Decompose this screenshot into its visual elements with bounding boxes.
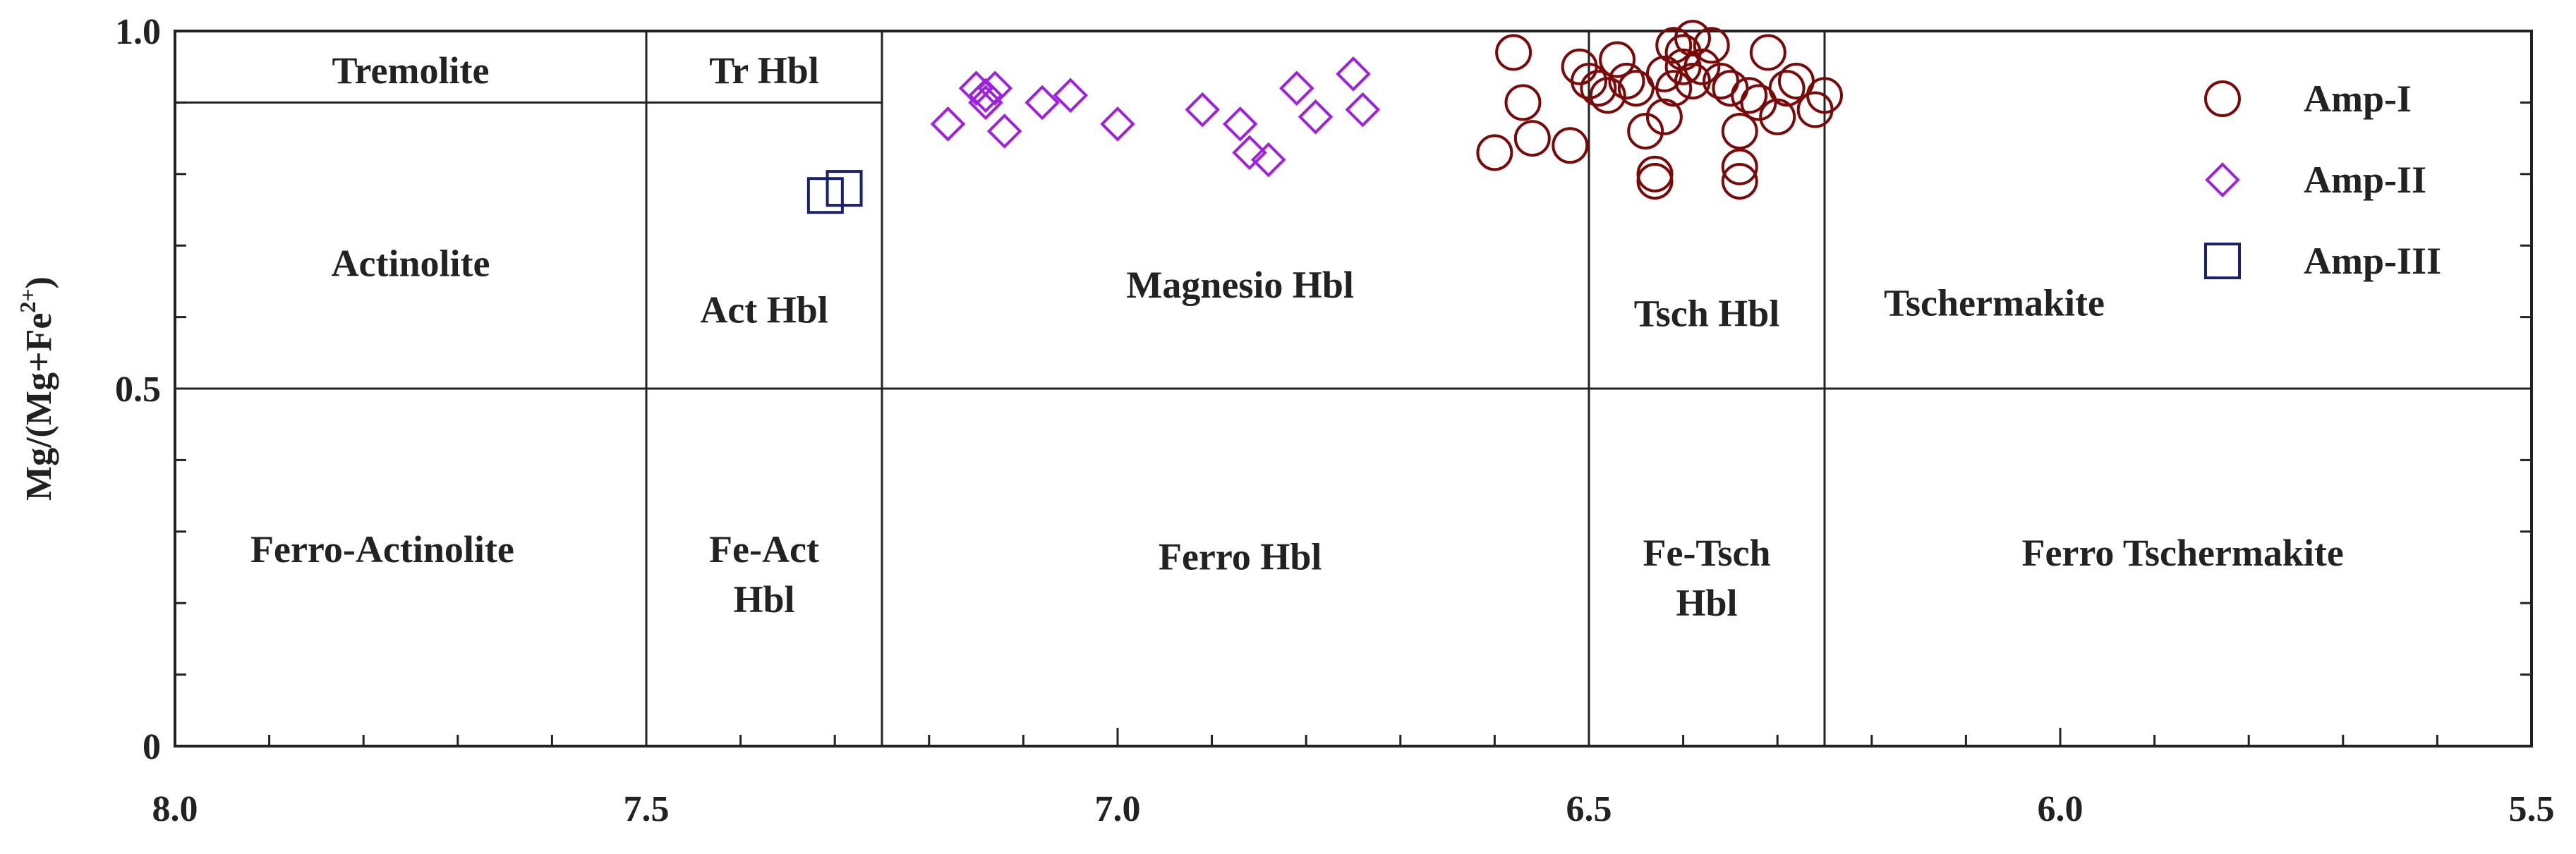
- region-label: Magnesio Hbl: [1126, 264, 1354, 306]
- region-label: Ferro Tschermakite: [2021, 532, 2343, 574]
- legend-marker-amp-i: [2204, 80, 2241, 117]
- region-labels: Tremolite Tr Hbl Actinolite Act Hbl Magnesio…: [250, 49, 2344, 624]
- data-point-amp-i: [1768, 70, 1806, 107]
- data-point-amp-iii: [806, 177, 844, 214]
- data-point-amp-i: [1759, 98, 1796, 135]
- region-label: Fe-Act: [709, 528, 819, 571]
- legend-label-amp-iii: Amp-III: [2304, 240, 2441, 282]
- data-point-amp-ii: [1345, 92, 1381, 128]
- y-tick-label: 0: [143, 727, 161, 767]
- y-axis-label: Mg/(Mg+Fe2+): [15, 276, 59, 501]
- data-point-amp-ii: [1185, 92, 1221, 128]
- data-point-amp-ii: [986, 114, 1022, 149]
- data-point-amp-i: [1806, 77, 1843, 114]
- data-point-amp-i: [1721, 112, 1758, 150]
- data-point-amp-ii: [968, 78, 1003, 114]
- x-tick-label: 8.0: [152, 789, 198, 829]
- data-point-amp-i: [1627, 112, 1664, 150]
- data-point-amp-i: [1636, 155, 1674, 193]
- y-tick-label: 1.0: [115, 12, 161, 52]
- legend-marker-amp-ii: [2205, 162, 2240, 197]
- data-point-amp-ii: [1222, 106, 1258, 142]
- data-point-amp-ii: [930, 106, 966, 142]
- legend: Amp-I Amp-II Amp-III: [2204, 78, 2441, 282]
- data-point-amp-i: [1599, 41, 1636, 78]
- data-point-amp-i: [1674, 20, 1711, 57]
- legend-label-amp-i: Amp-I: [2304, 78, 2412, 120]
- x-tick-label: 6.5: [1566, 789, 1612, 829]
- region-label: Hbl: [733, 578, 794, 621]
- data-point-amp-iii: [826, 170, 863, 207]
- data-point-amp-i: [1608, 62, 1645, 99]
- data-point-amp-ii: [1279, 71, 1314, 106]
- y-axis-label-main: Mg/(Mg+Fe: [19, 313, 59, 501]
- data-point-amp-i: [1645, 98, 1683, 135]
- data-point-amp-i: [1683, 48, 1721, 85]
- region-label: Hbl: [1676, 582, 1737, 624]
- data-point-amp-ii: [1100, 106, 1135, 142]
- y-axis-label-end: ): [19, 276, 59, 288]
- x-tick-label: 6.0: [2038, 789, 2084, 829]
- data-point-amp-i: [1721, 148, 1758, 185]
- data-point-amp-i: [1571, 62, 1607, 99]
- region-boundaries: [175, 31, 2532, 746]
- data-point-amp-ii: [1232, 135, 1267, 171]
- region-label: Ferro-Actinolite: [250, 528, 514, 571]
- data-point-amp-i: [1693, 27, 1730, 64]
- region-label: Actinolite: [332, 243, 490, 285]
- legend-label-amp-ii: Amp-II: [2304, 159, 2426, 201]
- data-point-amp-ii: [977, 71, 1013, 106]
- data-point-amp-i: [1513, 120, 1551, 157]
- data-point-amp-i: [1655, 27, 1693, 64]
- data-point-amp-i: [1495, 34, 1532, 71]
- data-point-amp-i: [1580, 70, 1617, 107]
- data-point-amp-ii: [968, 85, 1003, 121]
- data-point-amp-i: [1655, 70, 1693, 107]
- data-point-amp-ii: [1336, 56, 1371, 92]
- data-point-amp-i: [1589, 77, 1626, 114]
- x-tick-label: 7.5: [624, 789, 670, 829]
- region-label: Tremolite: [332, 49, 490, 92]
- region-label: Tsch Hbl: [1634, 293, 1780, 335]
- data-point-amp-ii: [1024, 85, 1060, 121]
- region-label: Fe-Tsch: [1643, 532, 1770, 574]
- data-series: [806, 20, 1843, 214]
- region-label: Act Hbl: [700, 288, 828, 331]
- series-amp-ii: [930, 56, 1381, 178]
- data-point-amp-i: [1552, 127, 1589, 164]
- data-point-amp-i: [1476, 134, 1513, 171]
- data-point-amp-ii: [1250, 142, 1286, 178]
- data-point-amp-i: [1731, 77, 1768, 114]
- x-tick-label: 7.0: [1095, 789, 1141, 829]
- series-amp-iii: [806, 170, 863, 214]
- legend-marker-amp-iii: [2204, 243, 2241, 279]
- data-point-amp-i: [1636, 162, 1674, 200]
- data-point-amp-ii: [1298, 99, 1334, 135]
- data-point-amp-ii: [1053, 78, 1089, 114]
- data-point-amp-i: [1721, 162, 1758, 200]
- x-tick-label: 5.5: [2509, 789, 2555, 829]
- y-tick-label: 0.5: [115, 370, 161, 410]
- region-label: Tr Hbl: [709, 49, 819, 92]
- series-amp-i: [1476, 20, 1843, 200]
- data-point-amp-i: [1504, 84, 1542, 121]
- region-label: Tschermakite: [1884, 281, 2105, 324]
- axis-ticks: 8.0 7.5 7.0 6.5 6.0 5.5 0 0.5 1.0: [115, 12, 2555, 829]
- region-label: Ferro Hbl: [1159, 535, 1322, 578]
- data-point-amp-i: [1749, 34, 1786, 71]
- y-axis-label-superscript: 2+: [15, 288, 40, 312]
